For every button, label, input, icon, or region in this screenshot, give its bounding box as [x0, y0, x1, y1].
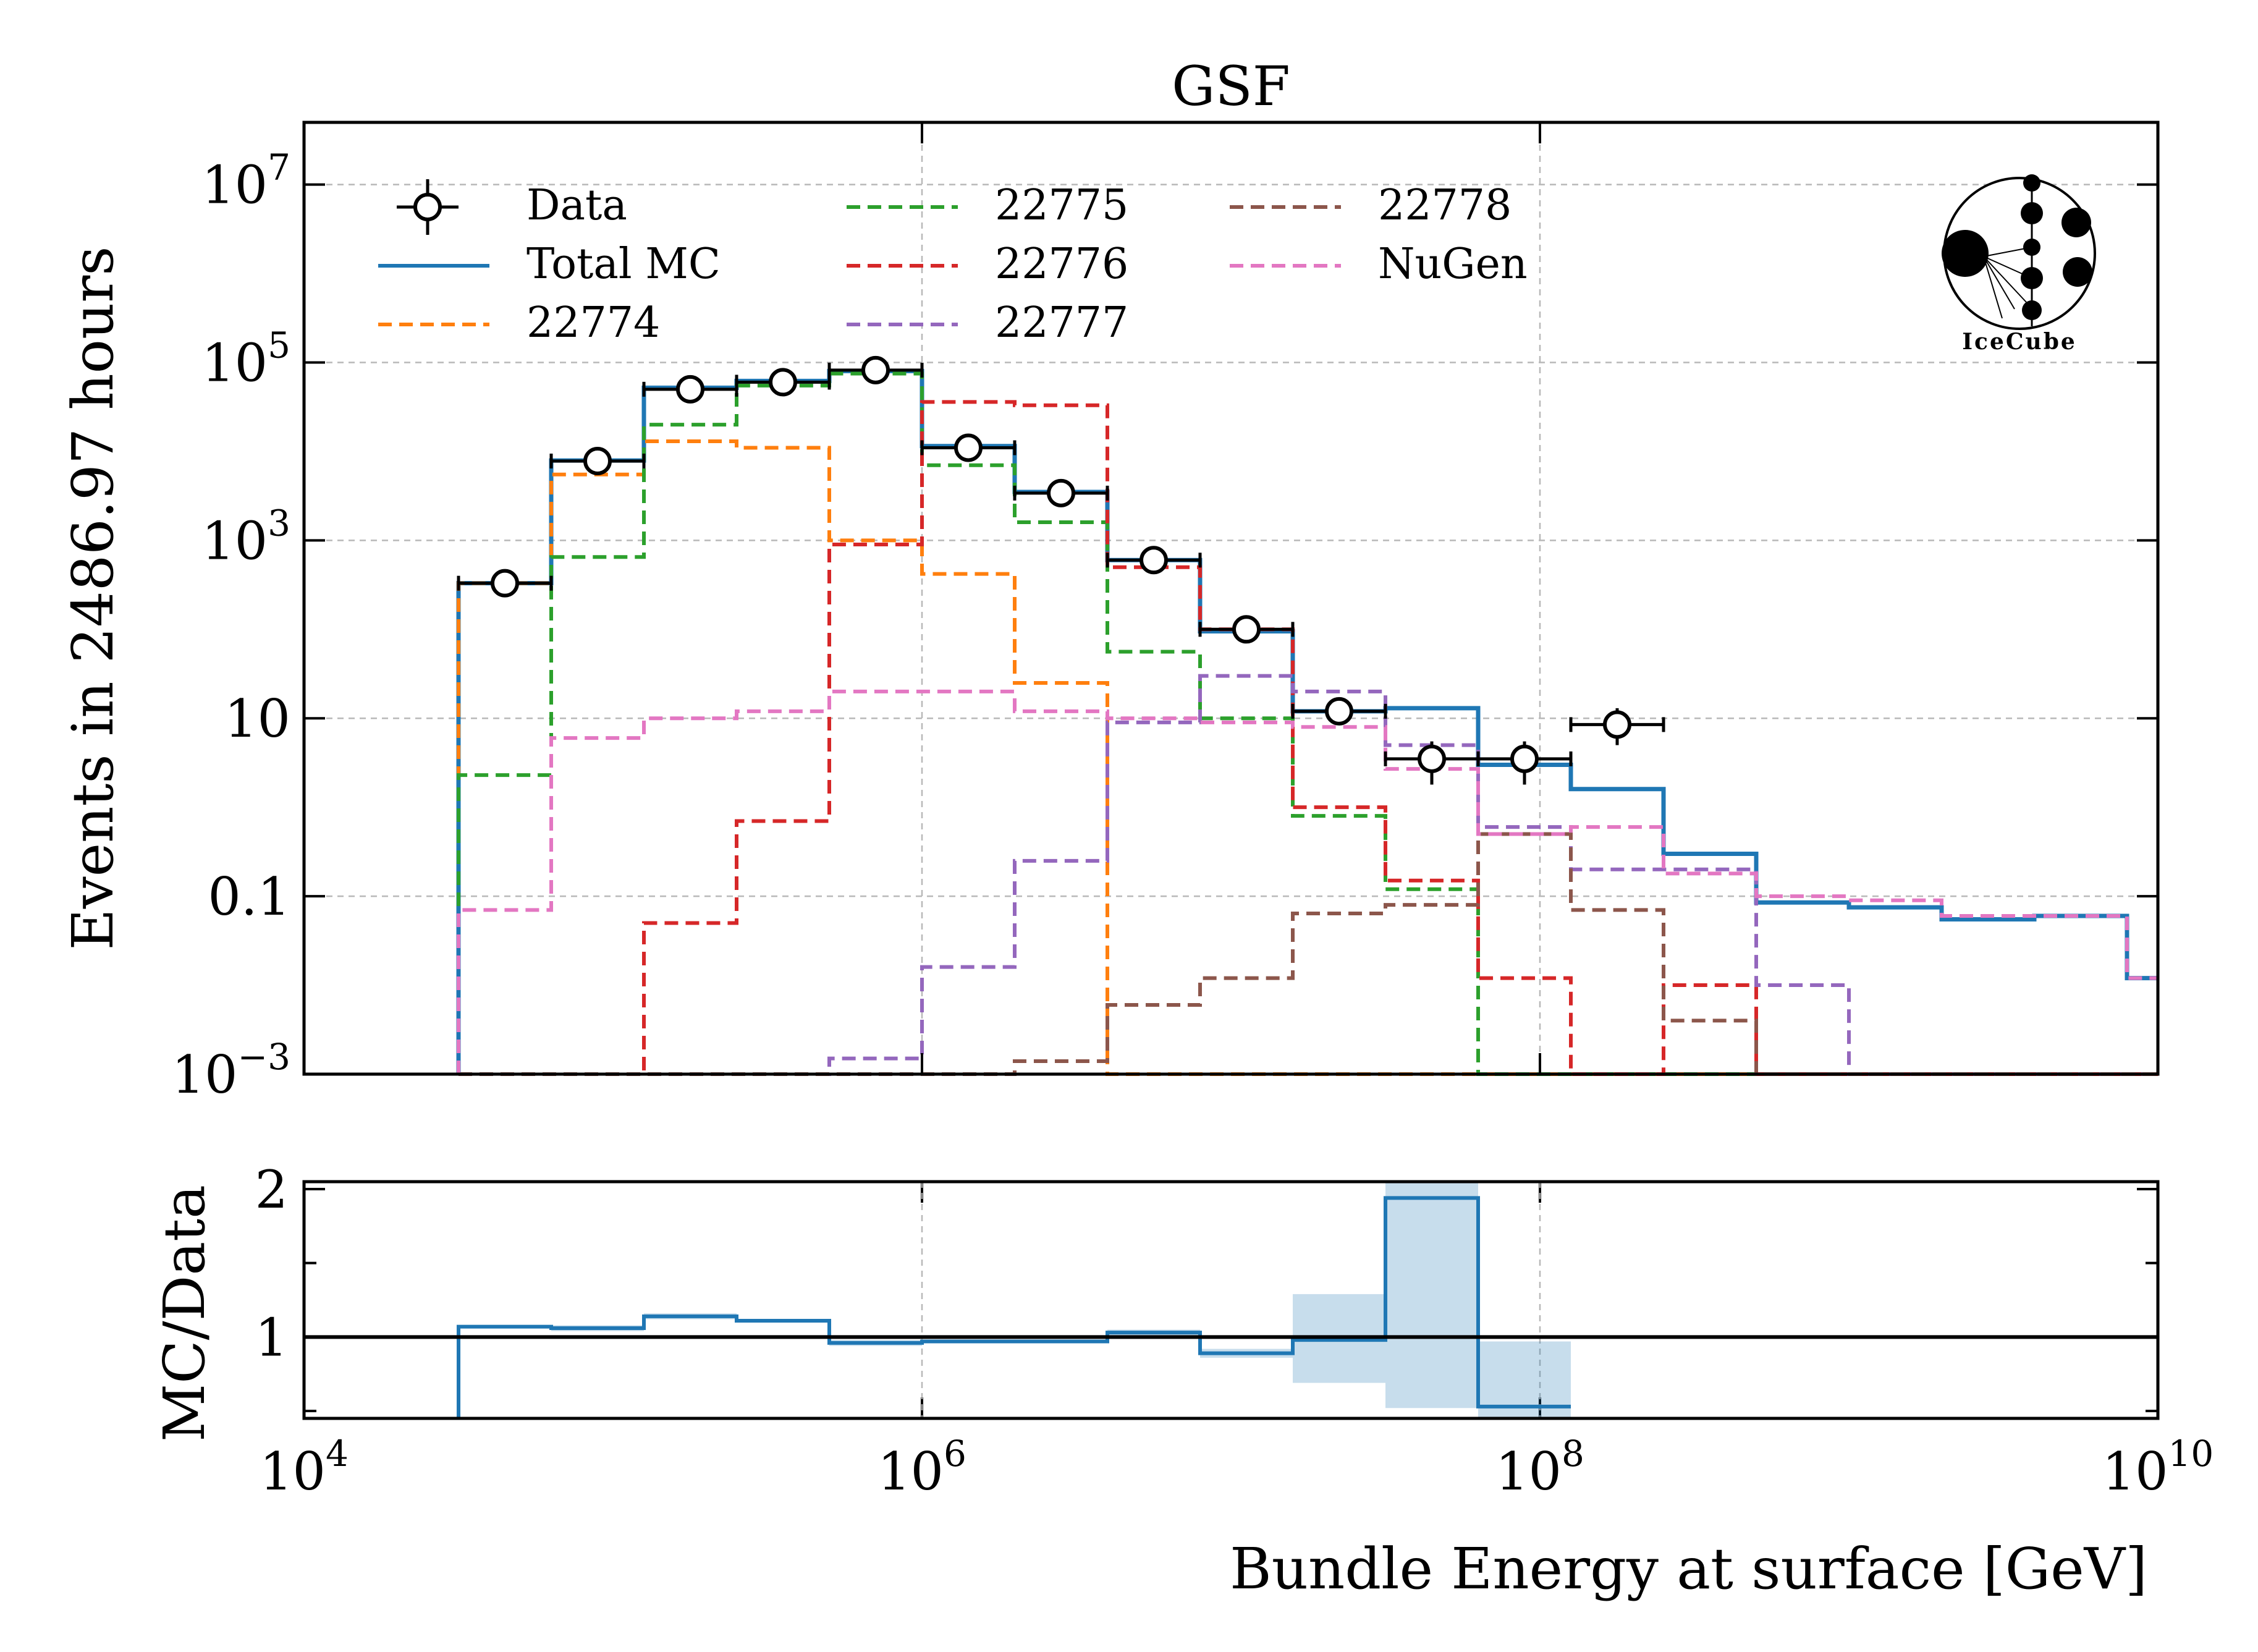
data-point	[1047, 478, 1075, 507]
ratio-plot-frame	[302, 1180, 2160, 1420]
data-point	[1510, 744, 1539, 773]
data-point	[1325, 697, 1353, 726]
ratio-line	[457, 1196, 1571, 1418]
series-nugen	[457, 689, 2158, 1074]
y-tick-label: 103	[201, 502, 290, 571]
data-point	[861, 355, 890, 384]
data-point	[1140, 546, 1168, 575]
ratio-ticks: 12	[255, 1159, 2158, 1413]
data-points-layer	[457, 355, 1665, 785]
legend-label: 22777	[995, 299, 1128, 347]
x-tick-label: 106	[877, 1433, 966, 1502]
ratio-y-tick-label: 1	[255, 1307, 288, 1368]
legend-marker-data	[413, 193, 442, 221]
series-22776	[459, 400, 2158, 1076]
main-ticks: 10−3 0.1 10 103 105 107 104 106 108 1010	[172, 122, 2214, 1502]
data-point	[768, 368, 797, 397]
legend-label: 22776	[995, 240, 1128, 289]
x-axis-label: Bundle Energy at surface [GeV]	[1230, 1536, 2147, 1602]
legend-label: 22774	[526, 299, 660, 347]
ratio-series-layer	[304, 1182, 2158, 1418]
x-tick-label: 108	[1495, 1433, 1584, 1502]
icecube-logo: IceCube	[1942, 174, 2096, 355]
y-tick-label: 107	[201, 146, 290, 216]
y-tick-label: 0.1	[208, 866, 290, 927]
ratio-y-axis-label: MC/Data	[151, 1185, 218, 1442]
data-point	[583, 446, 612, 475]
y-tick-label: 10	[224, 688, 290, 749]
legend: Data Total MC 22774 22775 22776 22777 22778 NuG…	[378, 179, 1528, 347]
y-tick-label: 105	[201, 324, 290, 393]
series-total-mc	[456, 368, 2158, 1074]
ratio-band	[1385, 1182, 1478, 1408]
chart-title: GSF	[1172, 54, 1290, 118]
main-series-layer	[456, 368, 2158, 1076]
ratio-grid	[921, 1182, 1541, 1418]
main-y-axis-label: Events in 2486.97 hours	[60, 247, 126, 951]
data-point	[1603, 710, 1631, 739]
legend-label: NuGen	[1378, 240, 1528, 289]
legend-label: 22778	[1378, 181, 1512, 230]
data-point	[676, 375, 705, 404]
legend-label: Data	[526, 181, 627, 230]
y-tick-label: 10−3	[172, 1036, 290, 1105]
legend-label: Total MC	[526, 240, 721, 289]
main-panel: GSF 10−3 0.1 10 103 105 107 104 106 108 1010 Even…	[60, 54, 2214, 1502]
legend-label: 22775	[995, 181, 1128, 230]
logo-text: IceCube	[1962, 329, 2077, 355]
data-point	[954, 433, 983, 462]
series-22777	[459, 674, 2158, 1076]
ratio-panel: 12 MC/Data Bundle Energy at surface [GeV…	[151, 1159, 2160, 1602]
x-tick-label: 104	[260, 1433, 349, 1502]
series-22775	[457, 371, 2158, 1076]
data-point	[490, 569, 519, 598]
data-point	[1418, 744, 1446, 773]
series-22774	[457, 439, 2158, 1076]
series-22778	[459, 832, 2158, 1076]
ratio-y-tick-label: 2	[255, 1159, 288, 1220]
data-point	[1232, 615, 1261, 644]
main-plot-frame	[302, 121, 2160, 1076]
x-tick-label: 1010	[2102, 1433, 2214, 1502]
